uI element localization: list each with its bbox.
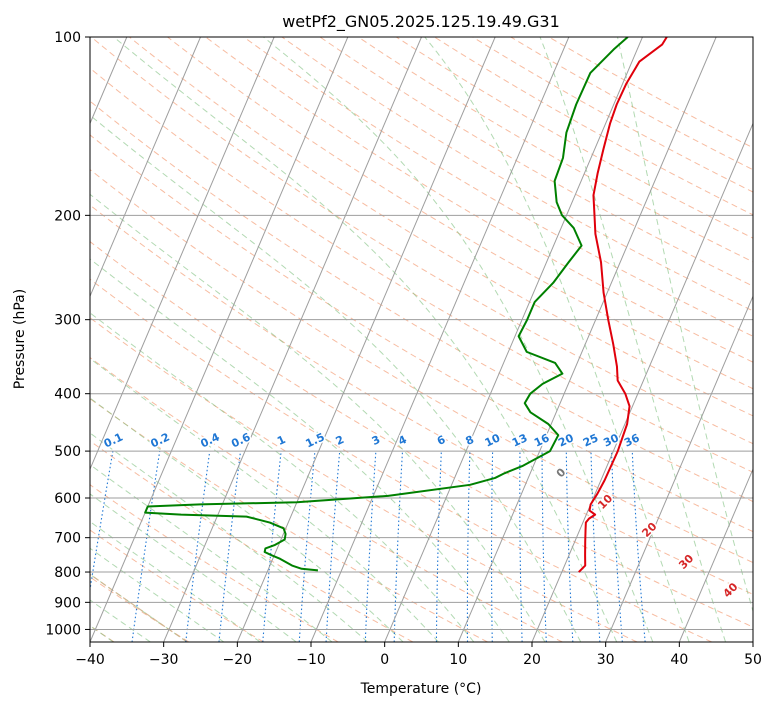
- isotherm-line: [384, 37, 643, 642]
- moist-adiabat-line: [90, 397, 404, 642]
- mixing-ratio-line: [90, 451, 114, 594]
- moist-adiabat-line: [90, 357, 439, 642]
- isotherm-line: [457, 37, 717, 642]
- dry-adiabat-line: [90, 484, 339, 642]
- isotherm-line: [163, 37, 422, 642]
- moist-adiabat-line: [113, 37, 618, 642]
- dry-adiabat-line: [90, 356, 563, 642]
- isotherm-line: [90, 37, 349, 642]
- x-tick-label: 0: [380, 652, 389, 668]
- dry-adiabat-line: [90, 100, 753, 503]
- moist-adiabat-line: [90, 312, 475, 642]
- isotherm-line: [90, 37, 275, 471]
- moist-adiabat-line: [617, 37, 753, 613]
- moist-adiabat-line: [263, 37, 654, 642]
- dry-adiabat-line: [90, 37, 753, 445]
- isotherm-line: [310, 37, 570, 642]
- moist-adiabat-line: [90, 193, 546, 642]
- y-tick-label: 300: [54, 313, 81, 329]
- moist-adiabat-line: [424, 37, 690, 642]
- mixing-ratio-line: [298, 451, 316, 642]
- y-tick-label: 800: [54, 565, 81, 581]
- dry-adiabat-line: [90, 241, 753, 628]
- chart-title: wetPf2_GN05.2025.125.19.49.G31: [282, 12, 560, 32]
- plot-area: 0.1 0.2 0.4 0.6 1 1.5 2 3 4 6 8 10 13 16 20 25 30 3601020…: [90, 37, 753, 642]
- moist-adiabat-line: [539, 37, 727, 642]
- moist-adiabat-line: [90, 258, 510, 642]
- x-tick-label: −30: [149, 652, 179, 668]
- y-tick-label: 1000: [45, 622, 81, 638]
- dry-adiabat-line: [129, 37, 753, 417]
- mixing-ratio-label: 30: [601, 431, 621, 449]
- dry-adiabat-line: [90, 529, 264, 642]
- x-axis-label: Temperature (°C): [360, 681, 482, 697]
- temperature-profile-line: [578, 37, 668, 573]
- y-tick-label: 100: [54, 30, 81, 46]
- isotherm-line: [605, 295, 753, 642]
- axes-ticks: −40 −30 −20 −10 0 10 20 30 40 50 100 200 300 400 500 60…: [45, 30, 762, 668]
- dry-adiabat-line: [90, 204, 753, 595]
- y-tick-label: 700: [54, 531, 81, 547]
- y-tick-label: 500: [54, 444, 81, 460]
- dry-adiabat-line: [90, 134, 753, 533]
- x-tick-label: 10: [449, 652, 467, 668]
- y-tick-label: 900: [54, 595, 81, 611]
- x-tick-label: −10: [296, 652, 326, 668]
- mixing-ratio-line: [218, 451, 242, 642]
- moist-adiabat-line: [90, 114, 582, 642]
- x-tick-label: −20: [223, 652, 253, 668]
- x-tick-label: 50: [744, 652, 762, 668]
- dry-adiabat-line: [243, 37, 753, 337]
- isotherm-line: [678, 467, 753, 642]
- mixing-ratio-line: [262, 451, 282, 642]
- x-tick-label: 40: [670, 652, 688, 668]
- plot-frame: [89, 36, 754, 643]
- x-tick-label: 20: [523, 652, 541, 668]
- moist-adiabat-line: [90, 432, 368, 642]
- isotherm-line: [90, 37, 201, 298]
- dry-adiabat-line: [90, 168, 753, 564]
- moist-adiabat-line: [90, 493, 297, 642]
- mixing-ratio-line: [185, 451, 211, 642]
- moist-adiabat-line: [90, 599, 151, 642]
- isotherm-line: [531, 122, 753, 642]
- y-tick-label: 200: [54, 208, 81, 224]
- dry-adiabat-line: [90, 317, 638, 642]
- special-adiabat-line: [90, 573, 188, 642]
- x-tick-label: −40: [75, 652, 105, 668]
- y-tick-label: 600: [54, 491, 81, 507]
- dry-adiabat-line: [90, 397, 488, 642]
- y-tick-label: 400: [54, 387, 81, 403]
- y-axis-label: Pressure (hPa): [12, 289, 28, 389]
- dewpoint-profile-line: [144, 37, 629, 572]
- dry-adiabat-line: [90, 278, 712, 642]
- x-tick-label: 30: [597, 652, 615, 668]
- dry-adiabat-line: [281, 37, 753, 312]
